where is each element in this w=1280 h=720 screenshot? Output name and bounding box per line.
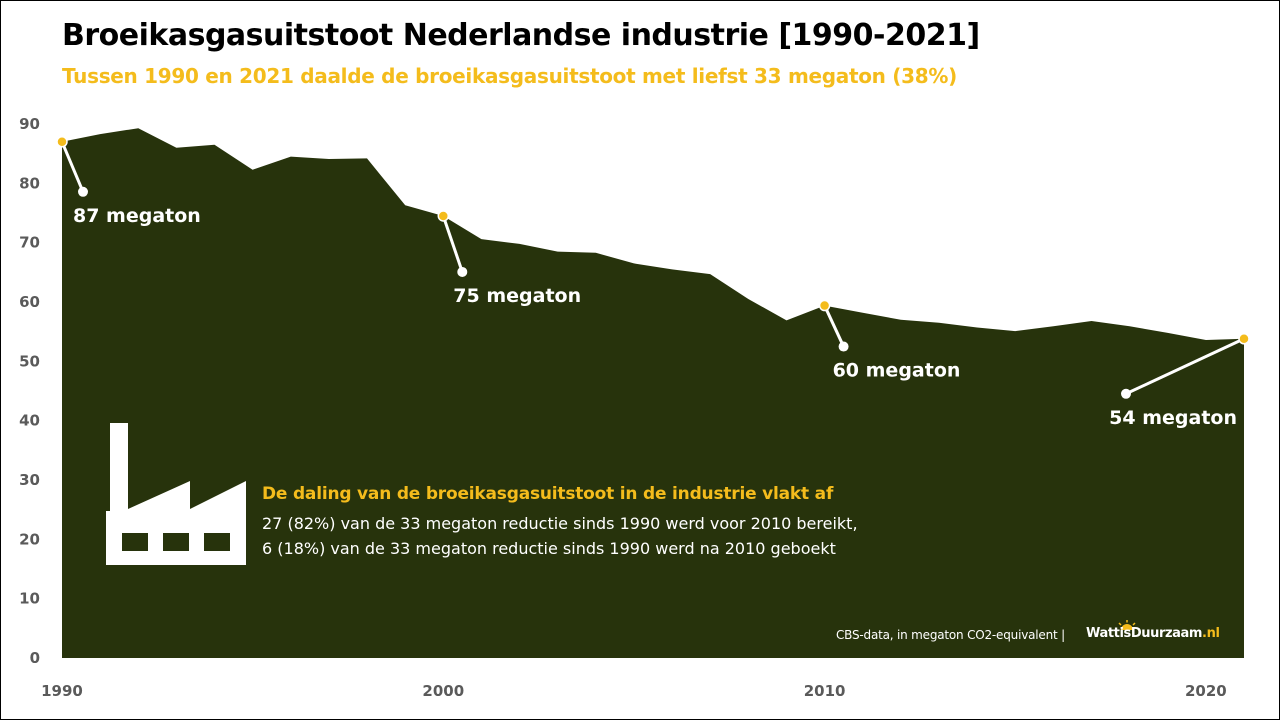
y-tick-label: 70 [19, 234, 40, 252]
x-tick-label: 1990 [41, 682, 83, 700]
chart-subtitle: Tussen 1990 en 2021 daalde de broeikasga… [62, 64, 957, 88]
brand-main: WattisDuurzaam [1086, 626, 1203, 641]
emission-area [62, 128, 1244, 658]
y-tick-label: 40 [19, 412, 40, 430]
brand-suffix: .nl [1202, 626, 1220, 641]
y-tick-label: 0 [30, 649, 40, 667]
note-heading: De daling van de broeikasgasuitstoot in … [262, 484, 834, 504]
y-tick-label: 90 [19, 115, 40, 133]
x-tick-label: 2000 [422, 682, 464, 700]
callout-end-dot [838, 341, 849, 352]
callout-leader-line [823, 304, 845, 348]
y-tick-label: 10 [19, 590, 40, 608]
data-point-marker [437, 210, 450, 222]
callout-label: 60 megaton [833, 360, 961, 382]
callout-end-dot [457, 266, 468, 277]
y-tick-label: 30 [19, 471, 40, 489]
sun-icon [1118, 620, 1136, 630]
brand-logo[interactable]: WattisDuurzaam.nl [1086, 626, 1220, 641]
callout-label: 87 megaton [73, 205, 201, 227]
callout-end-dot [1121, 388, 1131, 399]
callout-label: 75 megaton [453, 285, 581, 307]
note-line-2: 6 (18%) van de 33 megaton reductie sinds… [262, 539, 836, 558]
y-tick-label: 60 [19, 293, 40, 311]
x-tick-label: 2010 [804, 682, 846, 700]
data-point-marker [818, 299, 831, 312]
callout-leader-line [441, 215, 464, 273]
callout-end-dot [78, 186, 88, 197]
y-tick-label: 80 [19, 174, 40, 192]
factory-icon [106, 423, 246, 565]
note-line-1: 27 (82%) van de 33 megaton reductie sind… [262, 514, 858, 533]
data-point-marker [56, 136, 68, 148]
callout-leader-line [1125, 337, 1245, 396]
y-tick-label: 20 [19, 530, 40, 548]
chart-title: Broeikasgasuitstoot Nederlandse industri… [62, 18, 980, 53]
x-tick-label: 2020 [1185, 682, 1227, 700]
callout-label: 54 megaton [1109, 407, 1237, 429]
data-point-marker [1238, 333, 1250, 345]
y-tick-label: 50 [19, 352, 40, 370]
source-text: CBS-data, in megaton CO2-equivalent | [836, 628, 1065, 642]
callout-leader-line [60, 141, 85, 193]
